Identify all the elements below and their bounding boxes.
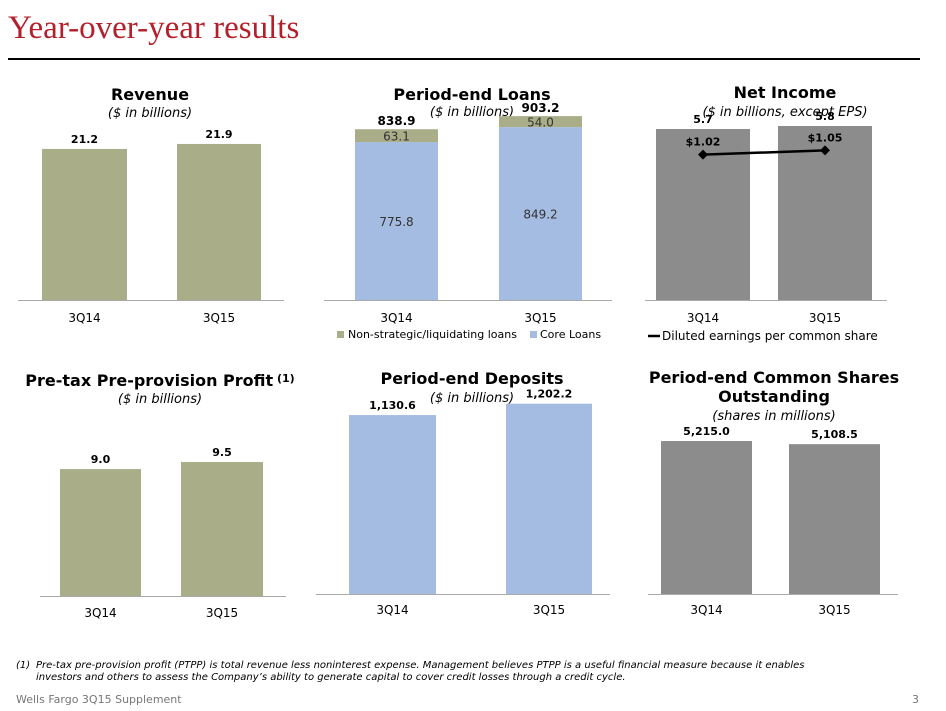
page-title: Year-over-year results xyxy=(8,10,300,46)
eps-point xyxy=(698,149,708,160)
segment-label: 849.2 xyxy=(523,208,557,222)
data-label: 9.5 xyxy=(212,446,232,459)
chart-deposits: Period-end Deposits ($ in billions) 1,130.… xyxy=(316,369,610,617)
chart-title: Net Income xyxy=(734,83,837,102)
data-label: 1,130.6 xyxy=(369,399,416,412)
bar-non-strategic-liquidating-loans-3q15 xyxy=(499,116,582,128)
bar-3q15 xyxy=(177,143,261,300)
bar-non-strategic-liquidating-loans-3q14 xyxy=(355,129,438,143)
tick-label-3q15: 3Q15 xyxy=(206,606,238,620)
bar-3q15 xyxy=(181,462,263,596)
bar-3q14 xyxy=(60,469,141,596)
chart-title-text: Pre-tax Pre-provision Profit xyxy=(25,371,273,390)
chart-title-line2: Outstanding xyxy=(718,387,830,406)
tick-label-3q15: 3Q15 xyxy=(533,603,565,617)
total-label: 903.2 xyxy=(522,101,560,115)
chart-title-note: (1) xyxy=(273,372,295,385)
eps-label: $1.05 xyxy=(808,131,843,144)
chart-title-text: Period-end Deposits xyxy=(380,369,563,388)
data-label: 5.7 xyxy=(693,113,713,126)
chart-title-text: Period-end Loans xyxy=(393,85,550,104)
tick-label-3q15: 3Q15 xyxy=(203,311,235,325)
bar-core-loans-3q14 xyxy=(355,142,438,300)
footnote: (1) Pre-tax pre-provision profit (PTPP) i… xyxy=(16,660,906,684)
tick-label-3q15: 3Q15 xyxy=(809,311,841,325)
legend-label-eps: Diluted earnings per common share xyxy=(662,329,878,343)
segment-label: 63.1 xyxy=(383,130,410,144)
chart-revenue: Revenue ($ in billions) 21.2 21.9 3Q14 3Q15 xyxy=(18,85,284,325)
chart-title: Period-end Common Shares xyxy=(649,368,899,387)
bar-3q14 xyxy=(42,148,127,300)
chart-title: Revenue xyxy=(111,85,189,104)
bar-3q14 xyxy=(661,441,752,594)
chart-subtitle: (shares in millions) xyxy=(712,409,835,424)
data-label: 21.9 xyxy=(205,128,232,141)
tick-label-3q15: 3Q15 xyxy=(524,311,556,325)
footnote-text-line2: investors and others to assess the Compa… xyxy=(36,672,626,683)
chart-loans: Period-end Loans($ in billions) 775.8 63.1… xyxy=(324,85,612,341)
legend-label-core-loans: Core Loans xyxy=(540,328,601,341)
chart-netincome: Net Income ($ in billions, except EPS)5.7… xyxy=(645,83,887,343)
eps-label: $1.02 xyxy=(686,136,721,149)
segment-label: 775.8 xyxy=(379,215,413,229)
chart-title: Pre-tax Pre-provision Profit (1) xyxy=(25,371,294,390)
bar-core-loans-3q15 xyxy=(499,127,582,301)
legend-swatch-non-strategic xyxy=(337,331,344,338)
bar-3q15 xyxy=(506,403,592,594)
bar-3q14 xyxy=(349,415,436,594)
footnote-marker: (1) xyxy=(16,660,31,671)
tick-label-3q14: 3Q14 xyxy=(68,311,100,325)
data-label: 5.8 xyxy=(815,110,835,123)
chart-subtitle: ($ in billions) xyxy=(430,391,514,406)
tick-label-3q15: 3Q15 xyxy=(818,603,850,617)
eps-line xyxy=(702,149,826,156)
page-number: 3 xyxy=(912,693,919,706)
footer-source: Wells Fargo 3Q15 Supplement xyxy=(16,693,182,706)
chart-title-text: Net Income xyxy=(734,83,837,102)
title-divider xyxy=(8,58,920,60)
footnote-text-line1: Pre-tax pre-provision profit (PTPP) is t… xyxy=(36,660,805,671)
eps-point xyxy=(820,145,830,156)
tick-label-3q14: 3Q14 xyxy=(690,603,722,617)
chart-subtitle: ($ in billions) xyxy=(118,392,202,407)
legend-swatch-core-loans xyxy=(530,331,537,338)
chart-subtitle: ($ in billions, except EPS) xyxy=(702,105,867,120)
tick-label-3q14: 3Q14 xyxy=(687,311,719,325)
legend-label-non-strategic: Non-strategic/liquidating loans xyxy=(348,328,517,341)
bar-3q15 xyxy=(789,444,880,594)
tick-label-3q14: 3Q14 xyxy=(376,603,408,617)
data-label: 1,202.2 xyxy=(526,388,573,401)
chart-subtitle: ($ in billions) xyxy=(430,105,514,120)
segment-label: 54.0 xyxy=(527,116,554,130)
legend: Diluted earnings per common share xyxy=(648,329,878,343)
total-label: 838.9 xyxy=(378,114,416,128)
chart-subtitle: ($ in billions) xyxy=(108,106,192,121)
data-label: 5,108.5 xyxy=(811,428,858,441)
tick-label-3q14: 3Q14 xyxy=(380,311,412,325)
data-label: 5,215.0 xyxy=(683,425,730,438)
data-label: 9.0 xyxy=(91,453,111,466)
chart-title-text: Revenue xyxy=(111,85,189,104)
legend: Non-strategic/liquidating loans Core Loan… xyxy=(337,328,601,341)
chart-title: Period-end Loans xyxy=(393,85,550,104)
tick-label-3q14: 3Q14 xyxy=(84,606,116,620)
chart-title: Period-end Deposits xyxy=(380,369,563,388)
data-label: 21.2 xyxy=(71,133,98,146)
chart-ptpp: Pre-tax Pre-provision Profit (1) ($ in bi… xyxy=(25,371,294,620)
